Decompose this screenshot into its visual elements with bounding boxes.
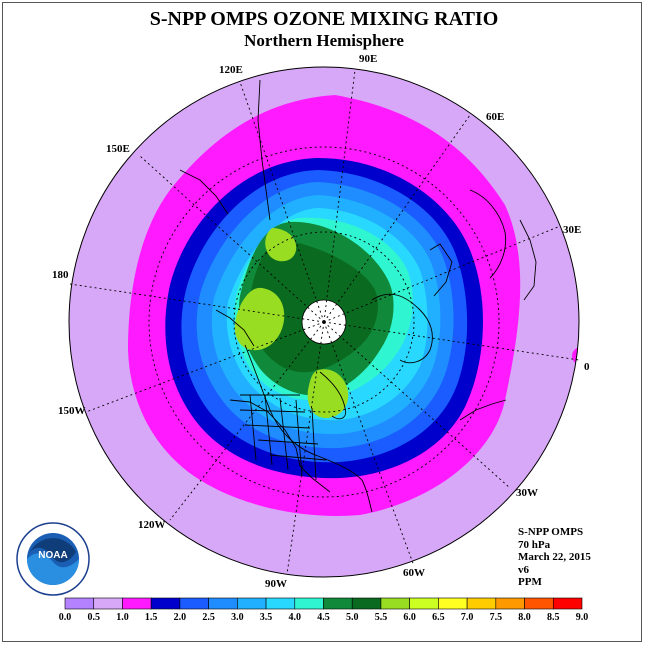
colorbar-tick-label: 3.0	[231, 612, 244, 623]
colorbar-swatch	[438, 597, 468, 610]
colorbar-tick-label: 0.5	[87, 612, 100, 623]
info-level: 70 hPa	[518, 538, 551, 551]
colorbar-swatch	[323, 597, 353, 610]
lon-label-90e: 90E	[359, 53, 377, 65]
page-subtitle: Northern Hemisphere	[244, 31, 404, 50]
colorbar-tick-label: 0.0	[59, 612, 72, 623]
colorbar-swatch	[150, 597, 181, 610]
colorbar-tick-label: 1.0	[116, 612, 129, 623]
info-units: PPM	[518, 576, 542, 588]
band-5-5-c	[307, 369, 349, 418]
colorbar-tick-label: 1.5	[145, 612, 158, 623]
info-date: March 22, 2015	[518, 551, 591, 563]
colorbar-labels: 0.0 0.5 1.0 1.5 2.0 2.5 3.0 3.5 4.0 4.5 5.0 5.5 6.0 6…	[59, 612, 589, 623]
colorbar-swatch	[524, 597, 554, 610]
colorbar-tick-label: 8.0	[518, 612, 531, 623]
band-5-5-a	[265, 228, 297, 262]
colorbar-tick-label: 7.5	[490, 612, 503, 623]
colorbar-tick-label: 6.5	[432, 612, 445, 623]
colorbar-swatch	[208, 597, 238, 610]
lon-label-30w: 30W	[516, 487, 538, 499]
colorbar	[64, 597, 583, 610]
colorbar-tick-label: 3.5	[260, 612, 273, 623]
colorbar-tick-label: 6.0	[403, 612, 416, 623]
colorbar-swatch	[93, 597, 123, 610]
colorbar-tick-label: 7.0	[461, 612, 474, 623]
lon-label-180: 180	[52, 269, 69, 281]
logo-text: NOAA	[38, 550, 67, 561]
page-title: S-NPP OMPS OZONE MIXING RATIO	[149, 8, 499, 30]
lon-label-120w: 120W	[138, 519, 166, 531]
colorbar-swatch	[380, 597, 410, 610]
colorbar-swatch	[179, 597, 209, 610]
colorbar-tick-label: 2.5	[202, 612, 215, 623]
colorbar-tick-label: 8.5	[547, 612, 560, 623]
colorbar-swatch	[64, 597, 95, 610]
longitude-labels: 90E 60E 30E 0 30W 60W 90W 120W 150W 180 …	[52, 53, 590, 590]
colorbar-swatch	[351, 597, 382, 610]
colorbar-swatch	[265, 597, 296, 610]
lon-label-90w: 90W	[265, 578, 287, 590]
figure-frame	[2, 2, 642, 642]
graticule	[69, 69, 580, 575]
lon-label-150e: 150E	[106, 143, 130, 155]
info-instrument: S-NPP OMPS	[518, 526, 584, 538]
coastlines	[179, 79, 537, 513]
info-block: S-NPP OMPS 70 hPa March 22, 2015 v6 PPM	[518, 526, 591, 589]
info-version: v6	[518, 563, 529, 576]
colorbar-tick-label: 4.0	[289, 612, 302, 623]
lon-label-60e: 60E	[486, 111, 504, 123]
lon-label-120e: 120E	[219, 64, 243, 76]
lon-label-0: 0	[584, 361, 590, 373]
colorbar-swatch	[409, 597, 439, 610]
colorbar-tick-label: 9.0	[576, 612, 589, 623]
lon-label-30e: 30E	[563, 224, 581, 236]
lon-label-150w: 150W	[58, 405, 86, 417]
colorbar-swatch	[294, 597, 324, 610]
colorbar-swatch	[466, 597, 497, 610]
colorbar-tick-label: 5.0	[346, 612, 359, 623]
map-boundary	[68, 66, 580, 578]
colorbar-swatch	[495, 597, 525, 610]
colorbar-tick-label: 5.5	[375, 612, 388, 623]
colorbar-swatch	[237, 597, 267, 610]
colorbar-tick-label: 4.5	[317, 612, 330, 623]
noaa-logo: NOAA	[16, 522, 90, 596]
colorbar-tick-label: 2.0	[174, 612, 187, 623]
lon-label-60w: 60W	[403, 567, 425, 579]
colorbar-swatch	[552, 597, 583, 610]
colorbar-swatch	[122, 597, 152, 610]
